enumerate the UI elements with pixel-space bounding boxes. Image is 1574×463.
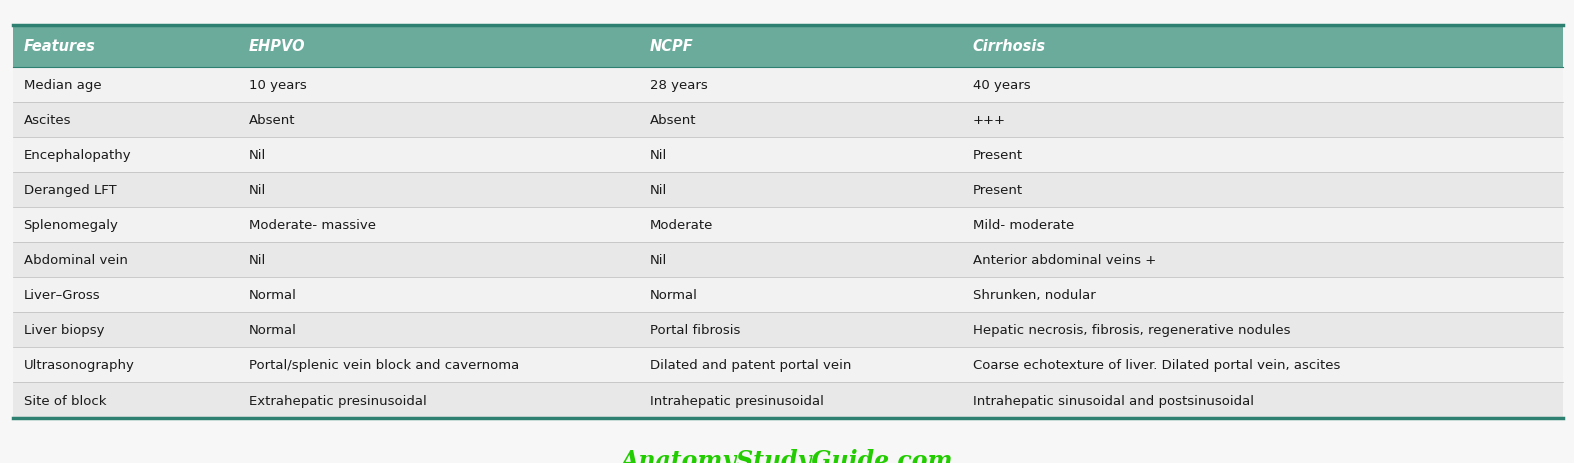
Text: Nil: Nil <box>650 184 667 197</box>
Text: EHPVO: EHPVO <box>249 39 305 54</box>
FancyBboxPatch shape <box>13 25 238 68</box>
Text: Nil: Nil <box>249 149 266 162</box>
Text: Hepatic necrosis, fibrosis, regenerative nodules: Hepatic necrosis, fibrosis, regenerative… <box>973 324 1291 337</box>
Text: Splenomegaly: Splenomegaly <box>24 219 118 232</box>
FancyBboxPatch shape <box>13 138 238 173</box>
Text: Intrahepatic presinusoidal: Intrahepatic presinusoidal <box>650 394 823 407</box>
FancyBboxPatch shape <box>238 208 639 243</box>
Text: Mild- moderate: Mild- moderate <box>973 219 1073 232</box>
FancyBboxPatch shape <box>639 382 962 418</box>
FancyBboxPatch shape <box>238 103 639 138</box>
Text: Encephalopathy: Encephalopathy <box>24 149 131 162</box>
FancyBboxPatch shape <box>13 208 238 243</box>
FancyBboxPatch shape <box>639 313 962 348</box>
Text: Normal: Normal <box>249 289 296 302</box>
Text: Median age: Median age <box>24 79 101 92</box>
FancyBboxPatch shape <box>238 173 639 208</box>
Text: Nil: Nil <box>650 254 667 267</box>
Text: Ultrasonography: Ultrasonography <box>24 359 134 372</box>
FancyBboxPatch shape <box>238 348 639 382</box>
FancyBboxPatch shape <box>639 243 962 278</box>
FancyBboxPatch shape <box>962 138 1563 173</box>
FancyBboxPatch shape <box>962 25 1563 68</box>
Text: Intrahepatic sinusoidal and postsinusoidal: Intrahepatic sinusoidal and postsinusoid… <box>973 394 1254 407</box>
Text: Abdominal vein: Abdominal vein <box>24 254 127 267</box>
FancyBboxPatch shape <box>962 243 1563 278</box>
Text: Absent: Absent <box>650 114 697 127</box>
FancyBboxPatch shape <box>962 278 1563 313</box>
Text: Absent: Absent <box>249 114 296 127</box>
FancyBboxPatch shape <box>639 68 962 103</box>
FancyBboxPatch shape <box>962 313 1563 348</box>
Text: 28 years: 28 years <box>650 79 708 92</box>
FancyBboxPatch shape <box>962 173 1563 208</box>
FancyBboxPatch shape <box>639 348 962 382</box>
FancyBboxPatch shape <box>639 278 962 313</box>
FancyBboxPatch shape <box>238 313 639 348</box>
Text: Portal/splenic vein block and cavernoma: Portal/splenic vein block and cavernoma <box>249 359 519 372</box>
Text: Moderate- massive: Moderate- massive <box>249 219 376 232</box>
Text: Shrunken, nodular: Shrunken, nodular <box>973 289 1096 302</box>
FancyBboxPatch shape <box>639 103 962 138</box>
FancyBboxPatch shape <box>13 68 238 103</box>
FancyBboxPatch shape <box>13 313 238 348</box>
Text: Portal fibrosis: Portal fibrosis <box>650 324 740 337</box>
FancyBboxPatch shape <box>238 138 639 173</box>
FancyBboxPatch shape <box>962 208 1563 243</box>
FancyBboxPatch shape <box>962 103 1563 138</box>
FancyBboxPatch shape <box>639 173 962 208</box>
Text: 10 years: 10 years <box>249 79 307 92</box>
Text: Liver biopsy: Liver biopsy <box>24 324 104 337</box>
FancyBboxPatch shape <box>639 25 962 68</box>
Text: NCPF: NCPF <box>650 39 694 54</box>
FancyBboxPatch shape <box>962 382 1563 418</box>
FancyBboxPatch shape <box>13 173 238 208</box>
FancyBboxPatch shape <box>13 278 238 313</box>
Text: Present: Present <box>973 149 1023 162</box>
Text: Coarse echotexture of liver. Dilated portal vein, ascites: Coarse echotexture of liver. Dilated por… <box>973 359 1339 372</box>
FancyBboxPatch shape <box>13 382 238 418</box>
Text: AnatomyStudyGuide.com: AnatomyStudyGuide.com <box>620 448 954 463</box>
FancyBboxPatch shape <box>238 382 639 418</box>
Text: Moderate: Moderate <box>650 219 713 232</box>
Text: Ascites: Ascites <box>24 114 71 127</box>
Text: Site of block: Site of block <box>24 394 105 407</box>
Text: +++: +++ <box>973 114 1006 127</box>
FancyBboxPatch shape <box>962 68 1563 103</box>
Text: Features: Features <box>24 39 96 54</box>
FancyBboxPatch shape <box>238 243 639 278</box>
Text: Dilated and patent portal vein: Dilated and patent portal vein <box>650 359 852 372</box>
Text: Liver–Gross: Liver–Gross <box>24 289 101 302</box>
Text: Nil: Nil <box>249 184 266 197</box>
Text: Nil: Nil <box>650 149 667 162</box>
Text: Anterior abdominal veins +: Anterior abdominal veins + <box>973 254 1155 267</box>
Text: Cirrhosis: Cirrhosis <box>973 39 1045 54</box>
Text: Nil: Nil <box>249 254 266 267</box>
FancyBboxPatch shape <box>13 243 238 278</box>
FancyBboxPatch shape <box>13 348 238 382</box>
Text: Deranged LFT: Deranged LFT <box>24 184 116 197</box>
FancyBboxPatch shape <box>962 348 1563 382</box>
FancyBboxPatch shape <box>238 68 639 103</box>
FancyBboxPatch shape <box>13 103 238 138</box>
FancyBboxPatch shape <box>639 138 962 173</box>
Text: Extrahepatic presinusoidal: Extrahepatic presinusoidal <box>249 394 427 407</box>
FancyBboxPatch shape <box>238 278 639 313</box>
Text: Normal: Normal <box>249 324 296 337</box>
Text: 40 years: 40 years <box>973 79 1031 92</box>
Text: Normal: Normal <box>650 289 697 302</box>
FancyBboxPatch shape <box>238 25 639 68</box>
Text: Present: Present <box>973 184 1023 197</box>
FancyBboxPatch shape <box>639 208 962 243</box>
